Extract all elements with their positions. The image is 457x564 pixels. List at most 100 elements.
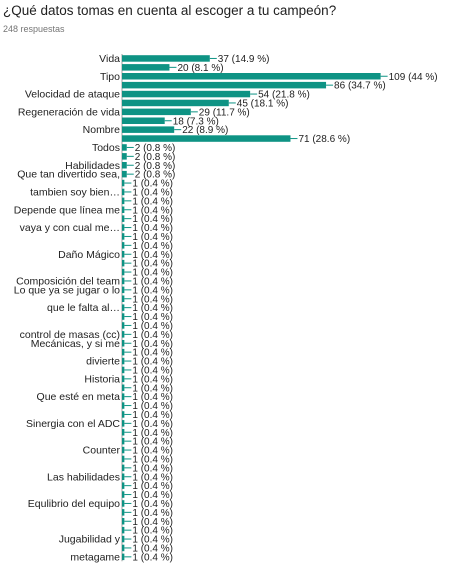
bar-value-label: 1 (0.4 %) xyxy=(132,490,173,501)
bar-value-label: 1 (0.4 %) xyxy=(132,259,173,270)
bar[interactable] xyxy=(122,188,125,196)
bar[interactable] xyxy=(122,420,125,427)
category-label: Counter xyxy=(83,445,121,457)
category-label: Lo que ya se jugar o lo xyxy=(14,284,120,296)
bar-value-label: 1 (0.4 %) xyxy=(132,428,173,439)
bar[interactable] xyxy=(122,491,125,498)
bar-value-label: 1 (0.4 %) xyxy=(132,437,173,448)
bar-value-label: 1 (0.4 %) xyxy=(132,312,173,323)
bar-value-label: 1 (0.4 %) xyxy=(132,276,173,287)
bar-value-label: 1 (0.4 %) xyxy=(132,179,173,190)
bar[interactable] xyxy=(122,206,125,214)
bar[interactable] xyxy=(122,135,291,142)
bar-value-label: 1 (0.4 %) xyxy=(132,517,173,528)
bar[interactable] xyxy=(122,215,125,222)
bar[interactable] xyxy=(122,393,125,400)
bar[interactable] xyxy=(122,55,210,62)
category-label: Historia xyxy=(84,373,120,385)
bar[interactable] xyxy=(122,259,125,267)
category-label: Que tan divertido sea, xyxy=(17,169,120,181)
bar-value-label: 22 (8.9 %) xyxy=(182,125,228,136)
bar[interactable] xyxy=(122,277,125,285)
bar[interactable] xyxy=(122,144,127,151)
bar-value-label: 1 (0.4 %) xyxy=(132,232,173,243)
bar[interactable] xyxy=(122,179,125,187)
bar[interactable] xyxy=(122,197,125,205)
bar[interactable] xyxy=(122,509,125,516)
category-label: Vida xyxy=(99,53,120,65)
response-count: 248 respuestas xyxy=(3,24,65,34)
bar[interactable] xyxy=(122,411,125,418)
bar-value-label: 1 (0.4 %) xyxy=(132,374,173,385)
bar[interactable] xyxy=(122,126,175,133)
bar[interactable] xyxy=(122,429,125,436)
bar-value-label: 71 (28.6 %) xyxy=(298,134,350,145)
bar[interactable] xyxy=(122,500,125,507)
bar-value-label: 37 (14.9 %) xyxy=(218,54,270,65)
bar[interactable] xyxy=(122,304,125,311)
bar-value-label: 109 (44 %) xyxy=(389,72,438,83)
bar[interactable] xyxy=(122,384,125,392)
bar-value-label: 1 (0.4 %) xyxy=(132,401,173,412)
bar[interactable] xyxy=(122,295,125,303)
bar[interactable] xyxy=(122,233,125,240)
bar[interactable] xyxy=(122,322,125,329)
bar[interactable] xyxy=(122,153,127,160)
bar[interactable] xyxy=(122,108,191,116)
bar[interactable] xyxy=(122,357,125,365)
bar-value-label: 1 (0.4 %) xyxy=(132,543,173,554)
bar[interactable] xyxy=(122,331,125,338)
bar[interactable] xyxy=(122,313,125,320)
category-label: Habilidades xyxy=(65,160,120,172)
bar[interactable] xyxy=(122,518,125,525)
bar[interactable] xyxy=(122,535,125,543)
bar[interactable] xyxy=(122,455,125,463)
bar[interactable] xyxy=(122,348,125,356)
bar-value-label: 2 (0.8 %) xyxy=(135,143,176,154)
bar-value-label: 1 (0.4 %) xyxy=(132,348,173,359)
bar[interactable] xyxy=(122,81,327,89)
category-label: Regeneración de vida xyxy=(18,106,120,118)
bar-value-label: 1 (0.4 %) xyxy=(132,303,173,314)
bar[interactable] xyxy=(122,473,125,481)
bar-value-label: 1 (0.4 %) xyxy=(132,419,173,430)
bar-value-label: 1 (0.4 %) xyxy=(132,321,173,332)
bar-value-label: 1 (0.4 %) xyxy=(132,472,173,483)
bar-value-label: 1 (0.4 %) xyxy=(132,552,173,563)
bar-value-label: 1 (0.4 %) xyxy=(132,196,173,207)
bar[interactable] xyxy=(122,170,127,178)
bar[interactable] xyxy=(122,64,170,71)
bar-value-label: 1 (0.4 %) xyxy=(132,365,173,376)
bar[interactable] xyxy=(122,366,125,374)
bar[interactable] xyxy=(122,251,125,258)
category-label: tambien soy bien… xyxy=(30,186,120,198)
bar[interactable] xyxy=(122,73,381,80)
bar[interactable] xyxy=(122,544,125,552)
bar-value-label: 1 (0.4 %) xyxy=(132,383,173,394)
bar[interactable] xyxy=(122,437,125,445)
category-label: Todos xyxy=(92,142,120,154)
bar[interactable] xyxy=(122,99,229,107)
bar-value-label: 45 (18.1 %) xyxy=(237,98,289,109)
category-label: Depende que línea me xyxy=(14,204,120,216)
bar-value-label: 1 (0.4 %) xyxy=(132,392,173,403)
bar[interactable] xyxy=(122,117,165,125)
bar[interactable] xyxy=(122,375,125,383)
bar[interactable] xyxy=(122,224,125,231)
bar-value-label: 1 (0.4 %) xyxy=(132,223,173,234)
bar[interactable] xyxy=(122,464,125,472)
bar[interactable] xyxy=(122,553,125,561)
bar[interactable] xyxy=(122,526,125,534)
bar[interactable] xyxy=(122,90,251,98)
bar[interactable] xyxy=(122,242,125,249)
bar-value-label: 1 (0.4 %) xyxy=(132,339,173,350)
bar[interactable] xyxy=(122,268,125,276)
bar[interactable] xyxy=(122,340,125,347)
category-label: control de masas (cc) xyxy=(20,329,120,341)
bar[interactable] xyxy=(122,402,125,409)
bar[interactable] xyxy=(122,446,125,454)
bar[interactable] xyxy=(122,286,125,294)
bar[interactable] xyxy=(122,482,125,489)
bar[interactable] xyxy=(122,162,127,169)
